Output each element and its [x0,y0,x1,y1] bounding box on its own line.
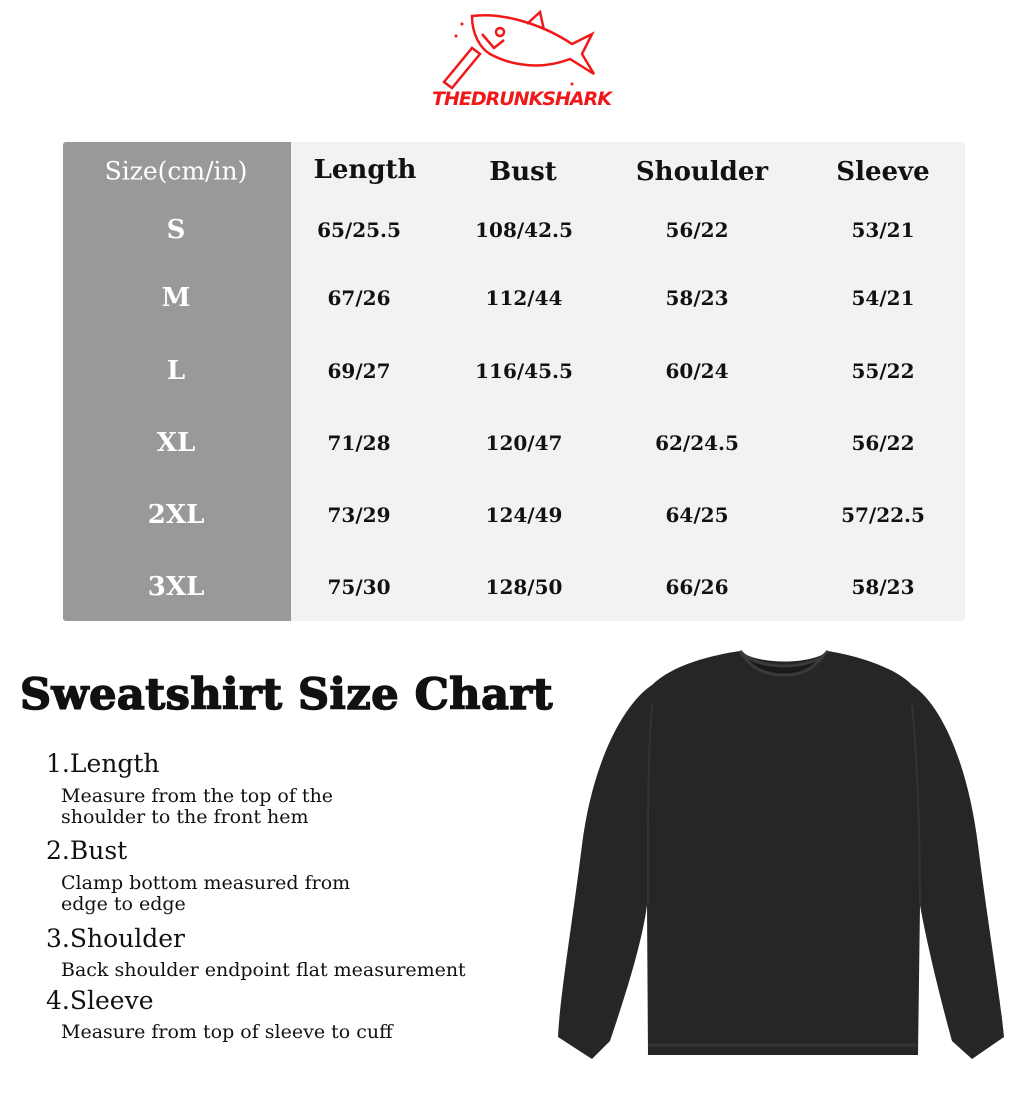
size-label: 2XL [147,500,205,530]
guide-desc-sleeve: Measure from top of sleeve to cuff [61,1022,393,1043]
cell-bust: 120/47 [485,431,563,455]
guide-desc-bust: Clamp bottom measured from edge to edge [61,873,350,915]
cell-sleeve: 57/22.5 [841,503,925,527]
cell-shoulder: 64/25 [665,503,729,527]
guide-desc-shoulder: Back shoulder endpoint flat measurement [61,960,466,981]
desc-line: Measure from top of sleeve to cuff [61,1021,393,1043]
shark-icon [442,9,596,90]
cell-bust: 128/50 [485,575,563,599]
cell-bust: 108/42.5 [475,218,573,242]
brand-logo-text: THEDRUNKSHARK [432,88,612,110]
cell-length: 73/29 [327,503,391,527]
desc-line: shoulder to the front hem [61,806,309,828]
cell-length: 67/26 [327,286,391,310]
size-label: XL [156,428,196,458]
cell-bust: 124/49 [485,503,563,527]
cell-bust: 112/44 [485,286,563,310]
cell-sleeve: 55/22 [851,359,915,383]
cell-bust: 116/45.5 [475,359,573,383]
cell-sleeve: 54/21 [851,286,915,310]
guide-heading-sleeve: 4.Sleeve [46,986,154,1015]
desc-line: Back shoulder endpoint flat measurement [61,959,466,981]
cell-length: 65/25.5 [317,218,401,242]
guide-heading-shoulder: 3.Shoulder [46,924,185,953]
size-label: L [166,356,186,386]
cell-shoulder: 58/23 [665,286,729,310]
cell-sleeve: 58/23 [851,575,915,599]
size-label: 3XL [147,572,205,602]
size-label: S [166,215,186,245]
size-label: M [161,283,191,313]
desc-line: Measure from the top of the [61,785,334,807]
sweatshirt-image [558,649,1004,1059]
cell-shoulder: 60/24 [665,359,729,383]
size-table: Size(cm/in) Length Bust Shoulder Sleeve … [63,142,965,621]
guide-heading-bust: 2.Bust [46,836,128,865]
header-shoulder: Shoulder [635,157,769,187]
header-length: Length [313,155,417,185]
header-bust: Bust [489,157,557,187]
brand-logo: THEDRUNKSHARK [432,4,612,116]
guide-heading-length: 1.Length [46,749,160,778]
cell-length: 71/28 [327,431,391,455]
cell-shoulder: 56/22 [665,218,729,242]
cell-shoulder: 62/24.5 [655,431,739,455]
cell-length: 69/27 [327,359,391,383]
chart-title: Sweatshirt Size Chart [19,669,553,721]
header-sleeve: Sleeve [836,157,930,187]
cell-shoulder: 66/26 [665,575,729,599]
desc-line: Clamp bottom measured from [61,872,351,894]
cell-sleeve: 53/21 [851,218,915,242]
cell-sleeve: 56/22 [851,431,915,455]
header-size: Size(cm/in) [104,156,248,186]
cell-length: 75/30 [327,575,391,599]
guide-desc-length: Measure from the top of the shoulder to t… [61,786,333,828]
desc-line: edge to edge [61,893,186,915]
size-column [63,142,291,621]
